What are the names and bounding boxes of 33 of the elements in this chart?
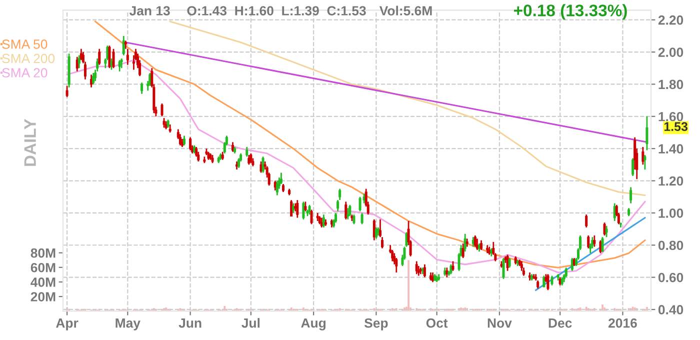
y-tick-label: 1.40	[658, 144, 684, 154]
annotation: O:1.43 H:1.60 L:1.39 C:1.53	[187, 6, 366, 16]
y2-tick-label: 80M	[30, 248, 56, 258]
x-tick-label: Apr	[56, 318, 78, 330]
y2-tick-label: 20M	[30, 292, 56, 302]
x-tick-label: 2016	[608, 318, 637, 328]
x-tick-label: Aug	[301, 318, 326, 330]
y-tick-label: 1.80	[658, 80, 684, 90]
y2-tick-label: 40M	[30, 278, 56, 287]
legend-label: SMA 200	[2, 54, 55, 64]
y-tick-label: 2.20	[658, 15, 684, 25]
y-tick-label: 0.80	[658, 240, 684, 250]
annotation: +0.18 (13.33%)	[514, 4, 627, 20]
legend-label: SMA 50	[2, 40, 48, 49]
y-tick-label: 1.60	[658, 112, 684, 122]
x-tick-label: May	[116, 318, 140, 330]
x-tick-label: Jun	[178, 318, 202, 328]
annotation: Vol:5.6M	[379, 6, 432, 16]
y-tick-label: 1.00	[658, 208, 684, 218]
y-tick-label: 2.00	[658, 48, 684, 57]
y-tick-label: 0.60	[658, 272, 684, 282]
x-tick-label: Nov	[488, 318, 512, 328]
y-tick-label: 1.20	[658, 176, 684, 186]
y-tick-label: 0.40	[658, 305, 684, 314]
x-tick-label: Dec	[548, 318, 572, 328]
text: DAILY	[24, 118, 36, 166]
annotation: 1.53	[664, 122, 688, 132]
x-tick-label: Jul	[242, 318, 260, 328]
annotation: Jan 13	[129, 6, 170, 16]
legend-label: SMA 20	[2, 68, 48, 78]
y2-tick-label: 60M	[30, 262, 56, 272]
x-tick-label: Oct	[426, 318, 448, 328]
x-tick-label: Sep	[364, 318, 388, 330]
